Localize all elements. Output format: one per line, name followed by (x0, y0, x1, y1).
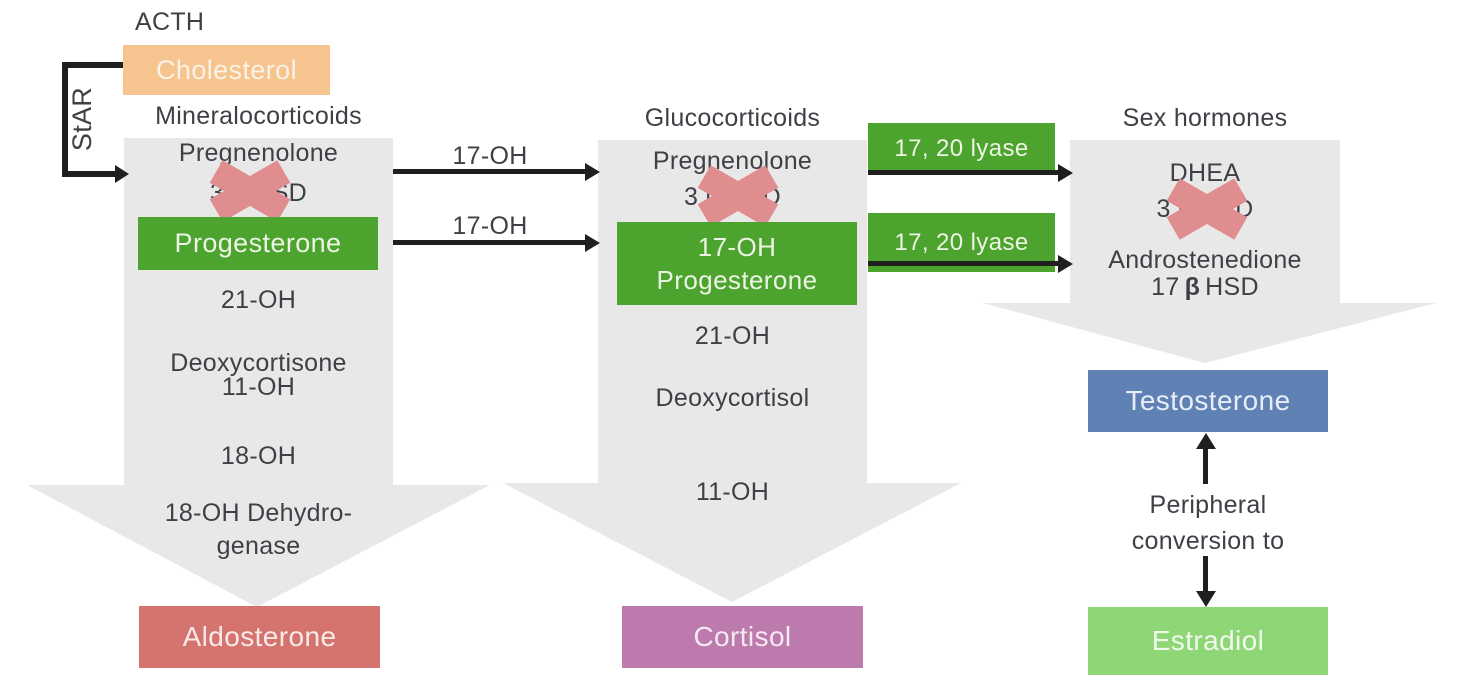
estradiol-box: Estradiol (1088, 607, 1328, 675)
star-arrowhead-icon (115, 165, 129, 183)
testosterone-box: Testosterone (1088, 370, 1328, 432)
pregnenolone-label-2: Pregnenolone (652, 147, 813, 175)
aldosterone-label: Aldosterone (182, 621, 337, 652)
conversion-arrow-upper-shaft (1203, 448, 1208, 484)
hsd17-post: HSD (1205, 273, 1259, 301)
dehydrogenase-label: 18-OH Dehydro- genase (164, 499, 353, 560)
peripheral-conversion-label: Peripheral conversion to (1131, 491, 1285, 556)
hsd17-beta: β (1184, 273, 1201, 301)
oh17-progesterone-box: 17-OH Progesterone (617, 222, 857, 305)
star-label: StAR (67, 86, 97, 152)
star-bracket-top (62, 62, 123, 68)
estradiol-label: Estradiol (1151, 625, 1265, 656)
star-bracket-bottom (62, 171, 116, 177)
lyase-arrow-top (868, 170, 1058, 175)
oh21-label-1: 21-OH (220, 286, 297, 314)
lyase-label-top: 17, 20 lyase (894, 135, 1029, 162)
lyase-label-bottom: 17, 20 lyase (894, 228, 1029, 256)
blocked-x-icon-3 (1166, 178, 1248, 240)
lyase-arrow-bottom (868, 261, 1058, 266)
progesterone-box: Progesterone (138, 217, 378, 270)
oh17-arrow-top (393, 169, 585, 174)
deoxycortisone-label: Deoxycortisone (170, 349, 347, 377)
cortisol-box: Cortisol (622, 606, 863, 668)
oh17-arrow-label-top: 17-OH (452, 142, 528, 170)
hsd17-pre: 17 (1151, 273, 1180, 301)
cholesterol-label: Cholesterol (156, 54, 297, 85)
androstenedione-label: Androstenedione (1108, 246, 1302, 274)
deoxycortisol-label: Deoxycortisol (655, 384, 810, 412)
oh17-progesterone-label: 17-OH Progesterone (656, 232, 818, 295)
hsd17-label: 17 β HSD (1070, 273, 1340, 302)
testosterone-label: Testosterone (1125, 385, 1291, 416)
star-bracket-vertical (62, 62, 68, 177)
conversion-arrow-lower-shaft (1203, 556, 1208, 592)
oh21-label-2: 21-OH (694, 322, 771, 350)
blocked-x-icon-1 (209, 160, 291, 222)
heading-glucocorticoids: Glucocorticoids (644, 104, 821, 132)
oh17-arrow-bottom (393, 240, 585, 245)
progesterone-label: Progesterone (174, 228, 342, 258)
oh11-label-1: 11-OH (221, 373, 296, 401)
cholesterol-box: Cholesterol (123, 45, 330, 95)
oh18-label: 18-OH (220, 442, 297, 470)
oh17-arrow-label-bottom: 17-OH (452, 212, 528, 240)
acth-label: ACTH (135, 8, 205, 36)
blocked-x-icon-2 (697, 165, 779, 227)
aldosterone-box: Aldosterone (139, 606, 380, 668)
oh11-label-2: 11-OH (695, 478, 770, 506)
lyase-box-top: 17, 20 lyase (868, 123, 1055, 175)
conversion-arrow-down-icon (1196, 591, 1216, 607)
heading-sex-hormones: Sex hormones (1122, 104, 1288, 132)
heading-mineralocorticoids: Mineralocorticoids (155, 102, 362, 130)
cortisol-label: Cortisol (693, 621, 792, 652)
pregnenolone-label-1: Pregnenolone (178, 139, 339, 167)
conversion-arrow-up-icon (1196, 433, 1216, 449)
